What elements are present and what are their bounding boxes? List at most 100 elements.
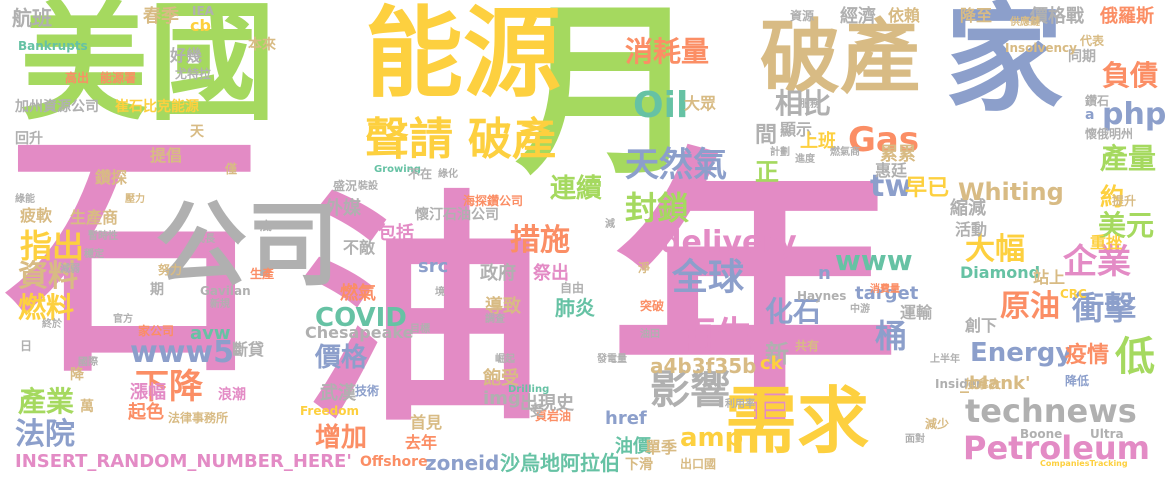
word-diamond: Diamond	[960, 263, 1041, 282]
word-cuishibi: 崔石比克能源	[115, 99, 199, 115]
word-qunian: 去年	[405, 433, 438, 452]
word-jiangyou: 降	[70, 367, 84, 383]
word-oil: Oil	[633, 85, 689, 126]
word-suojian: 縮減	[950, 198, 986, 219]
word-target: target	[855, 283, 919, 304]
word-iea: IEA	[192, 4, 214, 18]
word-yilai: 依賴	[888, 6, 921, 25]
word-lvhua: 綠化	[438, 169, 458, 180]
word-nian: 年	[610, 126, 900, 463]
word-pochan-big: 破產	[760, 11, 920, 104]
word-ultra: Ultra	[1090, 427, 1124, 441]
word-boone: Boone	[1020, 427, 1063, 441]
word-qi: 期	[150, 282, 164, 298]
word-zhuanzheng: 正	[755, 158, 779, 186]
word-insert: INSERT_RANDOM_NUMBER_HERE'	[15, 451, 352, 472]
word-diaocha: 調查	[485, 314, 505, 325]
word-jing: 淨	[638, 261, 651, 275]
word-chongji: 衝擊	[1072, 289, 1137, 327]
word-waimei: 外媒	[325, 198, 361, 219]
word-xiaohaoliang: 消耗量	[625, 35, 710, 68]
word-offshore: Offshore	[360, 454, 428, 470]
word-huiting: 惠廷	[875, 161, 908, 180]
word-wuhan: 武漢	[320, 383, 356, 404]
word-zhongyu: 終於	[42, 319, 62, 330]
word-cb: cb	[190, 16, 211, 35]
word-guoji: 國際	[78, 357, 98, 368]
word-insider: Insider	[935, 377, 982, 391]
word-chengzhang: 成長	[195, 234, 215, 245]
word-blank: _blank'	[960, 373, 1031, 394]
word-chesapeake: Chesapeake	[305, 323, 414, 342]
word-shangbannian: 上半年	[930, 354, 960, 365]
word-jiagongsi: 家公司	[138, 324, 175, 338]
word-gaochu: 高出	[65, 71, 90, 85]
word-chunji: 春季	[143, 6, 179, 27]
word-youteli: 尤特拉	[175, 67, 212, 81]
word-xin: 新	[765, 340, 789, 368]
word-zhongyou: 中游	[850, 304, 870, 315]
word-tisheng: 提升	[1112, 194, 1137, 208]
word-qise: 起色	[128, 402, 164, 423]
word-zhengfu: 政府	[480, 263, 516, 284]
word-meiyuan: 美元	[1098, 209, 1155, 242]
word-technews: technews	[965, 392, 1137, 430]
word-chuangxia: 創下	[965, 316, 998, 335]
word-gongying: 供應鏈	[1010, 17, 1040, 28]
word-gongyou: 共有	[795, 339, 820, 353]
word-ziyuan: 資源	[790, 9, 815, 23]
word-avw: avw	[190, 323, 231, 344]
word-shengchanshang: 生產商	[70, 208, 119, 227]
word-crc: CRC	[1060, 287, 1087, 301]
word-quanqiu: 全球	[672, 257, 745, 298]
word-zuantan: 鑽探	[95, 168, 128, 187]
word-xiangbi2: 首見	[410, 413, 443, 432]
word-liyonglv: 利用率	[725, 399, 755, 410]
word-img: img	[483, 388, 521, 409]
word-tongqi: 同期	[1068, 49, 1096, 65]
word-zoneid: zoneid	[425, 451, 500, 475]
word-lvneng: 綠能	[15, 194, 35, 205]
word-jiage: 價格	[315, 343, 368, 373]
word-chanye: 產業	[18, 385, 75, 418]
word-xiaohao: 消費量	[870, 284, 900, 295]
word-zanshi: 暫時性	[88, 231, 118, 242]
word-shengchan: 生產	[250, 267, 275, 281]
word-zhichu: 指出	[20, 227, 85, 265]
word-nuli: 努力	[158, 263, 183, 277]
word-delivery: delivery	[660, 225, 797, 260]
word-drilling: Drilling	[508, 384, 550, 395]
word-feiyan: 肺炎	[555, 296, 595, 320]
word-wan: 萬	[80, 399, 94, 415]
word-fayuan: 法院	[15, 417, 75, 452]
word-n: n	[818, 263, 831, 284]
word-daibiao: 代表	[1080, 34, 1105, 48]
word-wendang: 穩定	[84, 249, 104, 260]
word-yiqing: 疫情	[1065, 343, 1110, 368]
word-falv: 法律事務所	[168, 411, 229, 425]
word-jiecheng: 目標	[410, 324, 430, 335]
word-nengyuanzhu: 能源署	[100, 71, 137, 85]
word-mingzhou: 懷俄明州	[1085, 127, 1134, 141]
word-xingui: 新規	[210, 299, 230, 310]
word-yue2: 約	[1100, 183, 1124, 211]
word-ziyou: 自由	[560, 281, 585, 295]
word-huaiting: 懷汀石油公司	[415, 207, 499, 223]
word-fadianliang: 發電量	[597, 354, 627, 365]
word-youjia: 油價	[615, 436, 651, 457]
word-a4b3f35b: a4b3f35b	[650, 354, 757, 378]
word-jianada: 加拿大	[965, 377, 1002, 391]
word-jing2: 境	[435, 287, 445, 298]
word-gas: Gas	[848, 120, 920, 160]
word-leilei: 累累	[880, 144, 916, 165]
word-tong: 桶	[875, 317, 908, 355]
word-you: 油	[300, 170, 545, 455]
word-meiguo: 美國	[20, 0, 277, 138]
word-maixu: 壓力	[125, 194, 145, 205]
word-ranliao: 燃料	[18, 291, 75, 324]
word-huisheng: 回升	[15, 131, 43, 147]
word-jichu: 祭出	[533, 263, 569, 284]
word-freedom: Freedom	[300, 404, 359, 418]
word-chukou: 出口國	[680, 457, 717, 471]
word-youtian: 油田	[640, 329, 660, 340]
